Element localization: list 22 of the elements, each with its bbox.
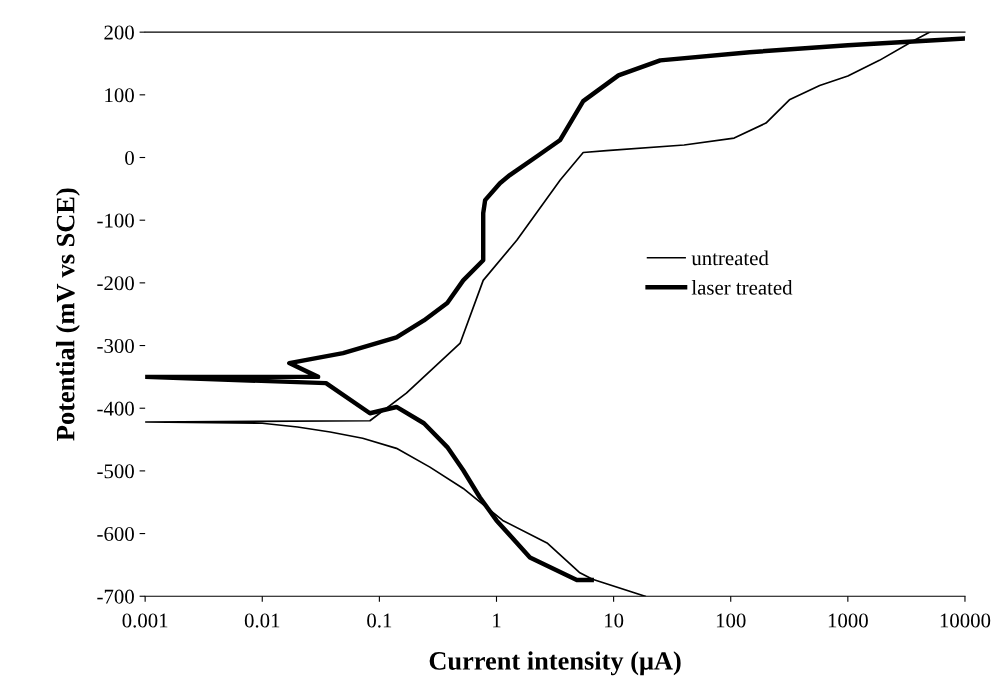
x-tick-label: 100 <box>716 613 746 628</box>
y-tick-label: -400 <box>97 401 134 416</box>
legend-label: laser treated <box>691 280 793 295</box>
x-axis-title: Current intensity (μA) <box>429 651 681 676</box>
y-tick-label: 200 <box>104 25 134 40</box>
x-tick-label: 0.1 <box>367 613 392 628</box>
x-tick-label: 1 <box>493 613 501 628</box>
y-tick-label: -200 <box>97 276 134 291</box>
y-tick-label: -700 <box>97 589 134 604</box>
x-tick-label: 10000 <box>940 613 991 628</box>
y-axis-title: Potential (mV vs SCE) <box>55 188 80 441</box>
y-tick-label: -600 <box>97 526 134 541</box>
x-tick-label: 10 <box>605 613 624 628</box>
legend-label: untreated <box>691 250 769 266</box>
x-tick-label: 0.001 <box>122 613 168 628</box>
y-tick-label: 0 <box>125 150 134 165</box>
y-tick-label: -300 <box>97 338 134 353</box>
y-tick-label: -500 <box>97 464 134 479</box>
y-tick-label: 100 <box>105 88 134 103</box>
x-tick-label: 0.01 <box>244 613 280 628</box>
x-tick-label: 1000 <box>828 613 868 628</box>
y-tick-label: -100 <box>97 213 134 228</box>
